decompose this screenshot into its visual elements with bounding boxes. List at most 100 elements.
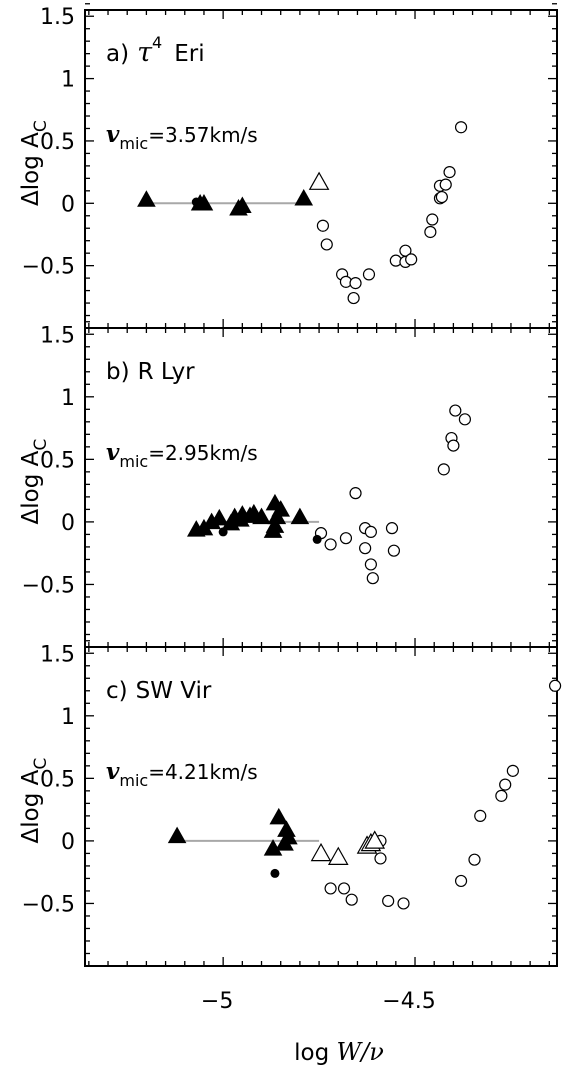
filled-triangle-point [265, 516, 285, 533]
panel-title-name: Eri [174, 41, 204, 67]
y-tick-label: 1.5 [40, 323, 75, 348]
vmic-annotation: vmic=3.57km/s [106, 121, 258, 153]
filled-triangle-point [194, 193, 214, 211]
panel-title-prefix: c) [106, 678, 128, 704]
open-circle-point [495, 789, 508, 802]
open-circle-point [424, 225, 437, 239]
vmic-value: =3.57km/s [148, 123, 258, 147]
vmic-value: =4.21km/s [148, 760, 258, 784]
filled-triangle-point [290, 507, 310, 525]
open-circle-point [449, 404, 462, 417]
y-tick-label: 0 [61, 830, 75, 855]
open-circle-point [548, 679, 562, 692]
filled-triangle-point [167, 826, 187, 844]
y-tick-label: 1 [61, 705, 75, 730]
x-tick-label: −5 [201, 989, 233, 1014]
x-tick-label: −4.5 [382, 989, 435, 1014]
open-circle-point [366, 572, 379, 585]
y-axis-label: Δlog AC [18, 439, 51, 525]
filled-triangle-point [279, 827, 298, 845]
open-circle-point [324, 882, 337, 895]
open-triangle-point [308, 171, 330, 190]
open-circle-point [435, 190, 448, 204]
y-axis-label-sub: C [31, 758, 51, 770]
open-circle-point [349, 277, 362, 290]
open-circle-point [349, 487, 362, 500]
open-circle-point [374, 852, 387, 865]
open-circle-point [454, 121, 468, 134]
panel-frame [84, 9, 558, 329]
y-axis-label-main: Δlog A [18, 132, 44, 206]
open-circle-point [405, 253, 418, 266]
filled-triangle-point [271, 500, 291, 517]
open-circle-point [337, 882, 351, 895]
open-circle-point [387, 544, 401, 557]
filled-triangle-point [252, 507, 271, 525]
y-axis-label: Δlog AC [18, 758, 51, 844]
open-circle-point [362, 268, 376, 281]
open-circle-point [506, 764, 519, 777]
panel-title: a) τ4 Eri [106, 33, 205, 68]
y-tick-label: 1.5 [40, 5, 75, 30]
panel-title-name: R Lyr [138, 359, 196, 385]
panel-title-name: SW Vir [136, 678, 212, 704]
y-axis-label: Δlog AC [18, 120, 51, 206]
vmic-subscript: mic [119, 452, 148, 471]
x-axis-label-prefix: log [294, 1040, 336, 1066]
open-circle-point [324, 538, 337, 551]
open-circle-point [385, 522, 399, 535]
panel-title: c) SW Vir [106, 678, 212, 704]
vmic-annotation: vmic=2.95km/s [106, 439, 258, 471]
y-tick-label: 0.5 [40, 130, 75, 155]
y-axis-label-sub: C [31, 439, 51, 451]
filled-circle-point [312, 534, 322, 544]
open-circle-point [347, 291, 360, 305]
filled-triangle-point [269, 807, 289, 825]
open-circle-point [439, 178, 452, 191]
y-tick-label: 0 [61, 192, 75, 217]
filled-triangle-point [294, 189, 314, 206]
open-circle-point [397, 897, 410, 910]
open-circle-point [382, 894, 395, 908]
open-circle-point [345, 893, 358, 906]
y-tick-label: −0.5 [22, 892, 75, 917]
vmic-annotation: vmic=4.21km/s [106, 758, 258, 790]
open-circle-point [499, 778, 512, 791]
open-circle-point [426, 213, 439, 226]
vmic-value: =2.95km/s [148, 441, 258, 465]
y-tick-label: 1 [61, 68, 75, 93]
vmic-symbol: v [106, 439, 120, 466]
y-axis-label-sub: C [31, 120, 51, 132]
vmic-subscript: mic [119, 134, 148, 153]
x-axis-label: log W/ν [294, 1038, 384, 1066]
y-tick-label: 0.5 [40, 448, 75, 473]
open-circle-point [454, 874, 468, 888]
filled-triangle-point [137, 190, 156, 207]
open-circle-point [364, 525, 377, 539]
y-tick-label: 1 [61, 386, 75, 411]
open-circle-point [359, 542, 372, 555]
open-circle-point [443, 166, 456, 179]
open-circle-point [468, 853, 481, 866]
x-axis-label-var: W/ν [337, 1038, 384, 1066]
vmic-symbol: v [106, 121, 120, 148]
filled-triangle-point [210, 508, 229, 526]
open-circle-point [339, 532, 353, 545]
panel-title-symbol: τ [137, 37, 153, 68]
vmic-subscript: mic [119, 771, 148, 790]
open-triangle-point [364, 830, 386, 849]
open-circle-point [437, 463, 450, 476]
open-triangle-point [327, 846, 349, 865]
filled-triangle-point [263, 839, 283, 856]
filled-circle-point [270, 868, 280, 878]
panel-title-superscript: 4 [152, 33, 162, 52]
x-axis: −5 −4.5 log W/ν [201, 989, 436, 1066]
y-tick-label: 1.5 [40, 642, 75, 667]
open-circle-point [474, 809, 487, 822]
filled-triangle-point [233, 196, 252, 213]
y-tick-label: 0 [61, 511, 75, 536]
open-circle-point [447, 439, 460, 452]
